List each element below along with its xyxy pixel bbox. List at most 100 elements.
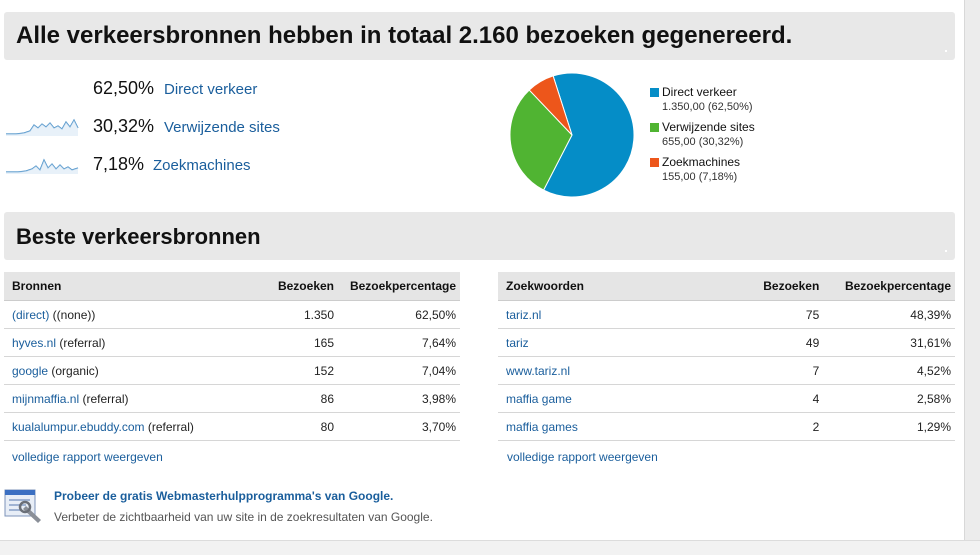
keywords-full-report-link[interactable]: volledige rapport weergeven <box>507 450 658 464</box>
source-cell: mijnmaffia.nl (referral) <box>4 384 246 413</box>
table-row: hyves.nl (referral) 165 7,64% <box>4 328 460 357</box>
legend-label: Direct verkeer <box>662 85 737 99</box>
keyword-cell: maffia games <box>498 412 723 441</box>
table-row: maffia games 2 1,29% <box>498 412 955 441</box>
table-header-row: Bronnen Bezoeken Bezoekpercentage <box>4 272 460 301</box>
table-row: google (organic) 152 7,04% <box>4 356 460 385</box>
source-link[interactable]: google <box>12 363 49 378</box>
sources-full-report-link[interactable]: volledige rapport weergeven <box>12 450 163 464</box>
source-percentage: 62,50% <box>93 78 155 98</box>
source-link[interactable]: (direct) <box>12 307 50 322</box>
percentage-cell: 3,98% <box>338 384 460 413</box>
legend-value: 1.350,00 (62,50%) <box>662 101 753 113</box>
source-link[interactable]: hyves.nl <box>12 335 57 350</box>
visits-cell: 80 <box>246 412 338 441</box>
visits-cell: 2 <box>722 412 824 441</box>
percentage-cell: 31,61% <box>823 328 955 357</box>
source-row-direct: 62,50% Direct verkeer <box>0 78 500 102</box>
source-cell: (direct) ((none)) <box>4 300 246 329</box>
table-row: tariz.nl 75 48,39% <box>498 300 955 329</box>
percentage-cell: 1,29% <box>823 412 955 441</box>
webmaster-tools-link[interactable]: Probeer de gratis Webmasterhulpprogramma… <box>54 489 394 503</box>
keyword-link[interactable]: www.tariz.nl <box>506 363 571 378</box>
keyword-link[interactable]: maffia game <box>506 391 572 406</box>
col-header-percentage[interactable]: Bezoekpercentage <box>823 272 955 301</box>
percentage-cell: 48,39% <box>823 300 955 329</box>
best-sources-title: Beste verkeersbronnen <box>16 224 261 249</box>
source-medium: (referral) <box>144 419 194 434</box>
source-link-referral[interactable]: Verwijzende sites <box>164 119 280 136</box>
source-link[interactable]: mijnmaffia.nl <box>12 391 80 406</box>
window-scroll-edge <box>964 0 980 554</box>
traffic-pie-chart <box>509 72 635 198</box>
col-header-sources[interactable]: Bronnen <box>4 272 246 301</box>
source-medium: (referral) <box>79 391 129 406</box>
source-percentage: 30,32% <box>93 116 155 136</box>
source-row-referral: 30,32% Verwijzende sites <box>0 116 500 140</box>
percentage-cell: 3,70% <box>338 412 460 441</box>
webmaster-tools-description: Verbeter de zichtbaarheid van uw site in… <box>54 510 433 524</box>
source-link-direct[interactable]: Direct verkeer <box>164 81 258 98</box>
legend-value: 655,00 (30,32%) <box>662 136 744 148</box>
percentage-cell: 4,52% <box>823 356 955 385</box>
legend-swatch-search <box>650 158 659 167</box>
source-medium: (organic) <box>48 363 99 378</box>
keyword-link[interactable]: tariz.nl <box>506 307 542 322</box>
best-sources-header: Beste verkeersbronnen <box>4 212 955 260</box>
webmaster-tools-icon <box>4 489 41 523</box>
legend-swatch-direct <box>650 88 659 97</box>
visits-cell: 7 <box>722 356 824 385</box>
table-row: mijnmaffia.nl (referral) 86 3,98% <box>4 384 460 413</box>
source-row-search: 7,18% Zoekmachines <box>0 154 500 178</box>
visits-cell: 4 <box>722 384 824 413</box>
keyword-cell: maffia game <box>498 384 723 413</box>
sparkline-referral-icon <box>6 118 79 136</box>
source-link-search[interactable]: Zoekmachines <box>153 157 251 174</box>
pie-slice-direct[interactable] <box>542 72 635 198</box>
visits-cell: 1.350 <box>246 300 338 329</box>
source-link[interactable]: kualalumpur.ebuddy.com <box>12 419 145 434</box>
visits-cell: 86 <box>246 384 338 413</box>
header-corner-dot <box>945 250 947 252</box>
table-row: (direct) ((none)) 1.350 62,50% <box>4 300 460 329</box>
legend-label: Verwijzende sites <box>662 120 755 134</box>
sources-table: Bronnen Bezoeken Bezoekpercentage (direc… <box>4 272 460 441</box>
visits-cell: 165 <box>246 328 338 357</box>
col-header-visits[interactable]: Bezoeken <box>722 272 824 301</box>
source-cell: kualalumpur.ebuddy.com (referral) <box>4 412 246 441</box>
window-bottom-edge <box>0 540 980 555</box>
summary-header: Alle verkeersbronnen hebben in totaal 2.… <box>4 12 955 60</box>
table-row: tariz 49 31,61% <box>498 328 955 357</box>
keyword-link[interactable]: maffia games <box>506 419 578 434</box>
keyword-cell: www.tariz.nl <box>498 356 723 385</box>
source-percentage: 7,18% <box>93 154 145 174</box>
legend-swatch-referral <box>650 123 659 132</box>
pie-slice-search[interactable] <box>528 75 573 136</box>
summary-title: Alle verkeersbronnen hebben in totaal 2.… <box>16 22 793 49</box>
keyword-cell: tariz <box>498 328 723 357</box>
sparkline-search-icon <box>6 158 79 174</box>
col-header-visits[interactable]: Bezoeken <box>246 272 338 301</box>
table-row: kualalumpur.ebuddy.com (referral) 80 3,7… <box>4 412 460 441</box>
keywords-table: Zoekwoorden Bezoeken Bezoekpercentage ta… <box>498 272 955 441</box>
percentage-cell: 62,50% <box>338 300 460 329</box>
source-cell: hyves.nl (referral) <box>4 328 246 357</box>
table-header-row: Zoekwoorden Bezoeken Bezoekpercentage <box>498 272 955 301</box>
legend-value: 155,00 (7,18%) <box>662 171 738 183</box>
percentage-cell: 7,64% <box>338 328 460 357</box>
visits-cell: 75 <box>722 300 824 329</box>
header-corner-dot <box>945 50 947 52</box>
source-medium: (referral) <box>56 335 106 350</box>
table-row: maffia game 4 2,58% <box>498 384 955 413</box>
source-cell: google (organic) <box>4 356 246 385</box>
table-row: www.tariz.nl 7 4,52% <box>498 356 955 385</box>
percentage-cell: 7,04% <box>338 356 460 385</box>
col-header-percentage[interactable]: Bezoekpercentage <box>338 272 460 301</box>
col-header-keywords[interactable]: Zoekwoorden <box>498 272 723 301</box>
pie-slice-referral[interactable] <box>509 89 573 191</box>
keyword-link[interactable]: tariz <box>506 335 529 350</box>
percentage-cell: 2,58% <box>823 384 955 413</box>
source-medium: ((none)) <box>49 307 96 322</box>
legend-label: Zoekmachines <box>662 155 741 169</box>
keyword-cell: tariz.nl <box>498 300 723 329</box>
